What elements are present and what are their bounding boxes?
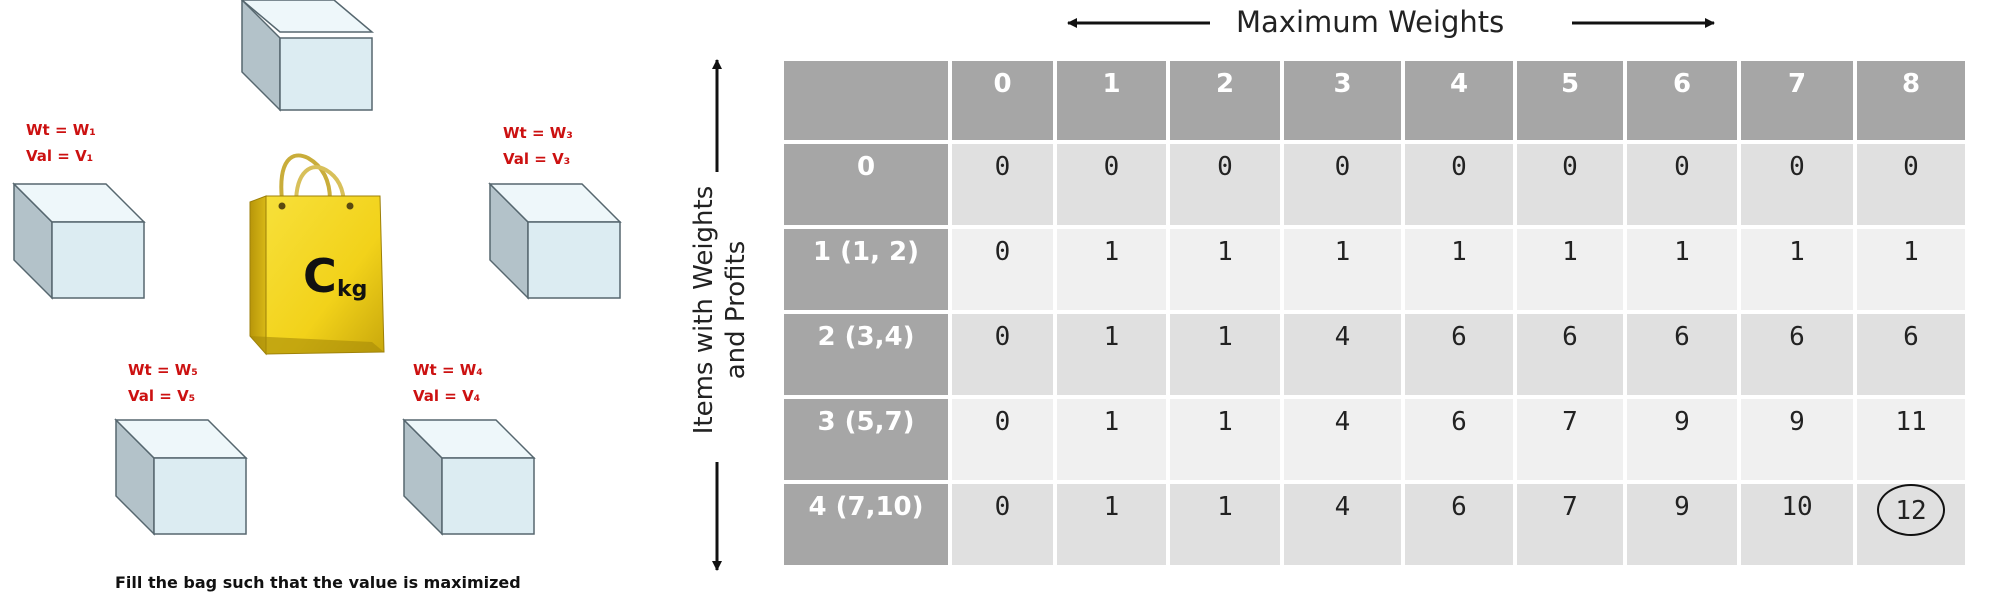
item-box-w3 [488,182,622,300]
dp-table: 0 1 2 3 4 5 6 7 8 0 0 0 0 0 0 0 0 0 0 1 … [780,57,1969,569]
table-cell: 7 [1517,399,1623,480]
item-value: Val = V₃ [503,150,571,168]
items-axis-label-line2: and Profits [721,240,751,380]
item-label-w4: Wt = W₄ Val = V₄ [413,357,483,409]
table-cell: 9 [1627,484,1737,565]
caption: Fill the bag such that the value is maxi… [115,573,521,592]
row-label: 4 (7,10) [784,484,948,565]
illustration-canvas: C kg [12,0,622,536]
table-cell: 1 [1170,399,1280,480]
optimal-cell: 12 [1857,484,1965,565]
column-header: 8 [1857,61,1965,140]
header-corner [784,61,948,140]
bag-capacity-unit: kg [337,277,367,302]
table-cell: 0 [1627,144,1737,225]
table-cell: 6 [1405,314,1513,395]
table-cell: 0 [1405,144,1513,225]
items-axis-label-line1: Items with Weights [689,185,719,435]
table-cell: 1 [1057,399,1166,480]
item-box-w4 [402,418,536,536]
table-cell: 1 [1170,484,1280,565]
table-cell: 1 [1170,314,1280,395]
item-value: Val = V₁ [26,147,94,165]
item-weight: Wt = W₅ [128,361,198,379]
table-cell: 6 [1627,314,1737,395]
table-cell: 0 [952,144,1053,225]
table-cell: 9 [1741,399,1853,480]
table-cell: 0 [1517,144,1623,225]
table-cell: 0 [952,229,1053,310]
table-cell: 0 [1170,144,1280,225]
table-cell: 1 [1284,229,1401,310]
column-header: 6 [1627,61,1737,140]
table-cell: 6 [1857,314,1965,395]
table-cell: 1 [1057,229,1166,310]
item-weight: Wt = W₁ [26,121,96,139]
table-cell: 9 [1627,399,1737,480]
table-cell: 0 [952,314,1053,395]
column-header: 1 [1057,61,1166,140]
table-cell: 6 [1405,399,1513,480]
table-row: 3 (5,7) 0 1 1 4 6 7 9 9 11 [784,399,1965,480]
shopping-bag-icon: C kg [249,153,385,356]
bag-capacity-letter: C [303,249,337,303]
item-label-w3: Wt = W₃ Val = V₃ [503,120,573,172]
row-label: 0 [784,144,948,225]
table-row: 1 (1, 2) 0 1 1 1 1 1 1 1 1 [784,229,1965,310]
table-cell: 1 [1170,229,1280,310]
table-cell: 1 [1405,229,1513,310]
table-cell: 1 [1627,229,1737,310]
item-value: Val = V₅ [128,387,196,405]
item-label-w1: Wt = W₁ Val = V₁ [26,117,96,169]
table-row: 4 (7,10) 0 1 1 4 6 7 9 10 12 [784,484,1965,565]
row-label: 3 (5,7) [784,399,948,480]
item-box-w5 [114,418,248,536]
column-header: 7 [1741,61,1853,140]
table-cell: 4 [1284,314,1401,395]
max-weights-header: Maximum Weights [1236,5,1505,39]
table-cell: 0 [952,484,1053,565]
table-cell: 1 [1857,229,1965,310]
column-header: 5 [1517,61,1623,140]
table-cell: 0 [1057,144,1166,225]
table-cell: 4 [1284,399,1401,480]
header-row: 0 1 2 3 4 5 6 7 8 [784,61,1965,140]
table-cell: 7 [1517,484,1623,565]
item-weight: Wt = W₄ [413,361,483,379]
column-header: 2 [1170,61,1280,140]
item-box-w1 [12,182,146,300]
table-cell: 0 [1741,144,1853,225]
item-weight: Wt = W₃ [503,124,573,142]
table-cell: 6 [1741,314,1853,395]
table-cell: 6 [1405,484,1513,565]
table-cell: 0 [1284,144,1401,225]
table-cell: 1 [1057,484,1166,565]
table-cell: 0 [1857,144,1965,225]
table-cell: 1 [1517,229,1623,310]
table-cell: 6 [1517,314,1623,395]
knapsack-illustration: C kg Wt = W₁ Val = V₁ Wt = W₃ Val = V₃ W… [0,0,700,597]
table-cell: 1 [1741,229,1853,310]
column-header: 3 [1284,61,1401,140]
table-cell: 1 [1057,314,1166,395]
table-cell: 4 [1284,484,1401,565]
table-cell: 10 [1741,484,1853,565]
row-label: 1 (1, 2) [784,229,948,310]
item-label-w5: Wt = W₅ Val = V₅ [128,357,198,409]
column-header: 0 [952,61,1053,140]
column-header: 4 [1405,61,1513,140]
table-cell: 11 [1857,399,1965,480]
item-box-top [240,0,375,112]
table-row: 2 (3,4) 0 1 1 4 6 6 6 6 6 [784,314,1965,395]
table-cell: 0 [952,399,1053,480]
table-row: 0 0 0 0 0 0 0 0 0 0 [784,144,1965,225]
row-label: 2 (3,4) [784,314,948,395]
item-value: Val = V₄ [413,387,481,405]
optimal-value-circle: 12 [1877,484,1945,536]
